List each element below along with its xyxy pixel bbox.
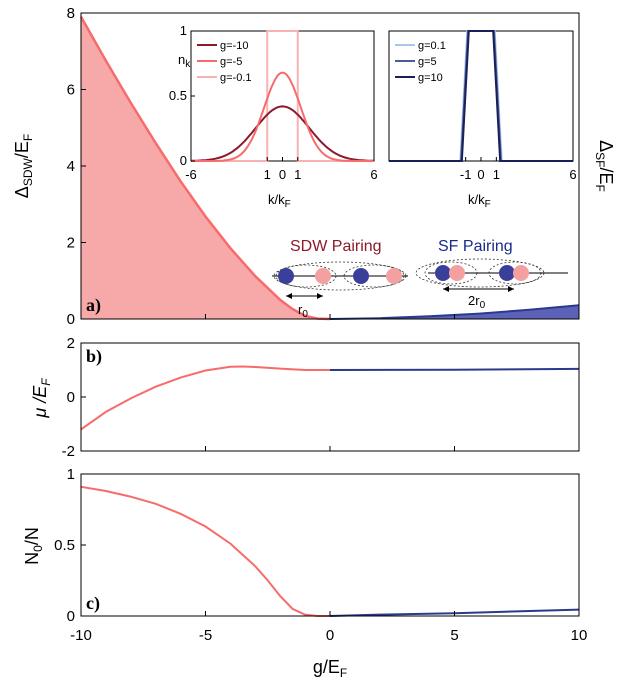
inset-right-ticks: -1 0 1 6	[460, 157, 577, 182]
inset-left-ticks: -6 1 0 1 600.51	[169, 23, 378, 182]
legend-label: g=0.1	[418, 40, 446, 52]
ytick-label: 6	[67, 82, 75, 99]
xtick-label: 10	[571, 627, 588, 644]
panel-c-frame	[80, 473, 580, 617]
panel-c: 00.51 c) N0/N	[22, 466, 580, 625]
panel-b: -2 0 2 b) μ /EF	[30, 335, 580, 460]
x-axis-label: g/EF	[313, 657, 347, 680]
sdw-gap-area	[81, 16, 330, 320]
inset-right-legend: g=0.1 g=5 g=10	[395, 40, 446, 84]
xtick-label: -10	[70, 627, 92, 644]
panel-a-yticks: 0 2 4 6 8	[67, 5, 86, 328]
panel-c-label: c)	[86, 593, 100, 614]
inset-left: -6 1 0 1 600.51 nk k/kF g=-10g=-5g=-0.1	[169, 23, 378, 210]
sf-blue-dot	[499, 265, 515, 281]
inset-right: -1 0 1 6 k/kF g=0.1 g=5 g=10	[388, 30, 577, 210]
sf-pink-dot	[449, 265, 465, 281]
legend-label: g=10	[418, 72, 443, 84]
legend-label: g=5	[418, 56, 437, 68]
inset-xtick-label: -1	[460, 167, 472, 182]
panel-a: 0 2 4 6 8 a) ΔSDW/EF ΔSF/EF SDW Pairing SF P…	[12, 5, 616, 328]
sdw-pink-dot	[315, 268, 331, 284]
nk-curve	[191, 30, 374, 162]
sdw-gap-line	[79, 16, 331, 321]
sf-blue-dot	[435, 265, 451, 281]
ytick-label: 0	[67, 608, 75, 625]
mu-sf-line	[329, 367, 580, 371]
inset-xtick-label: 6	[569, 167, 576, 182]
inset-right-frame	[388, 30, 574, 162]
inset-left-legend: g=-10 g=-5 g=-0.1	[197, 40, 252, 84]
sf-pink-dot	[513, 265, 529, 281]
ytick-label: 0.5	[54, 537, 75, 554]
ytick-label: 0	[67, 311, 75, 328]
ytick-label: 4	[67, 158, 75, 175]
inset-left-curves	[191, 30, 374, 162]
panel-b-frame	[80, 342, 580, 452]
ytick-label: -2	[62, 443, 75, 460]
ytick-label: 2	[67, 335, 75, 352]
ytick-label: 1	[67, 466, 75, 483]
inset-xtick-label: 0	[279, 167, 286, 182]
legend-label: g=-10	[220, 40, 248, 52]
x-axis-ticks: -10 -5 0 5 10	[70, 314, 587, 644]
sf-gap-area	[330, 305, 579, 319]
nk-curve	[389, 30, 573, 162]
panel-c-ylabel: N0/N	[22, 527, 45, 565]
panel-a-ylabel: ΔSDW/EF	[12, 134, 35, 198]
inset-xtick-label: 0	[477, 167, 484, 182]
ytick-label: 8	[67, 5, 75, 22]
panel-c-yticks: 00.51	[54, 466, 86, 625]
panel-b-label: b)	[86, 346, 102, 367]
ytick-label: 0	[67, 389, 75, 406]
ytick-label: 2	[67, 235, 75, 252]
panel-a-ylabel-right: ΔSF/EF	[593, 140, 616, 192]
inset-xtick-label: 1	[294, 167, 301, 182]
sf-pairing-label: SF Pairing	[438, 238, 513, 255]
inset-left-ylabel: nk	[178, 52, 191, 70]
inset-xtick-label: 1	[493, 167, 500, 182]
2r0-label: 2r0	[468, 293, 486, 311]
panel-a-label: a)	[86, 295, 101, 316]
sdw-pairing-diagram: r0	[272, 261, 408, 320]
sdw-blue-dot	[353, 268, 369, 284]
sf-pairing-diagram: 2r0	[415, 258, 568, 311]
inset-ytick-label: 1	[180, 23, 187, 38]
legend-label: g=-5	[220, 56, 242, 68]
xtick-label: -5	[199, 627, 212, 644]
inset-ytick-label: 0	[180, 153, 187, 168]
inset-xtick-label: 1	[264, 167, 271, 182]
sdw-blue-dot	[278, 268, 294, 284]
n0-sdw-line	[80, 485, 330, 617]
legend-label: g=-0.1	[220, 72, 252, 84]
inset-xtick-label: -6	[185, 167, 197, 182]
mu-sdw-line	[80, 365, 330, 431]
panel-b-ylabel: μ /EF	[30, 378, 53, 419]
inset-xtick-label: 6	[370, 167, 377, 182]
nk-curve	[191, 105, 374, 162]
inset-left-frame	[190, 30, 375, 162]
xtick-label: 5	[450, 627, 458, 644]
r0-label: r0	[298, 302, 308, 320]
inset-right-curves	[389, 30, 573, 162]
inset-left-xlabel: k/kF	[268, 192, 291, 210]
xtick-label: 0	[326, 627, 334, 644]
inset-right-xlabel: k/kF	[468, 192, 491, 210]
nk-curve	[191, 71, 374, 162]
sdw-pink-dot	[386, 268, 402, 284]
inset-ytick-label: 0.5	[169, 88, 187, 103]
sdw-pairing-label: SDW Pairing	[290, 238, 382, 255]
panel-b-yticks: -2 0 2	[62, 335, 86, 460]
